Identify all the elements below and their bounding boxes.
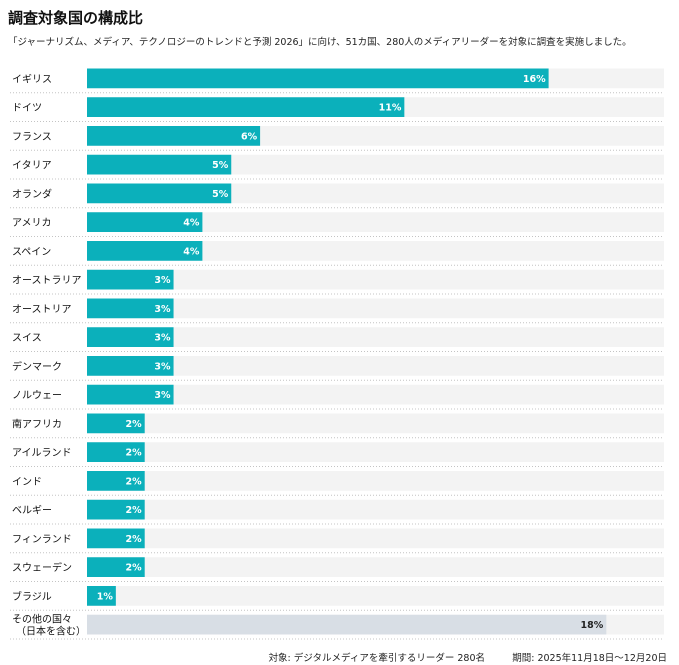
bar xyxy=(87,212,203,232)
bar xyxy=(87,183,232,204)
bar xyxy=(87,154,232,175)
chart-title: 調査対象国の構成比 xyxy=(8,9,144,27)
value-label: 3% xyxy=(154,304,171,315)
value-label: 5% xyxy=(212,160,229,171)
value-label: 1% xyxy=(97,591,114,602)
value-label: 2% xyxy=(126,476,143,487)
bar-track xyxy=(87,442,664,462)
bar xyxy=(87,586,116,606)
category-label: フランス xyxy=(12,131,52,143)
value-label: 11% xyxy=(379,103,402,114)
bar xyxy=(87,614,607,635)
category-label: ノルウェー xyxy=(12,390,62,402)
value-label: 2% xyxy=(126,563,143,574)
bar xyxy=(87,499,145,520)
bar xyxy=(87,528,145,549)
bar-track xyxy=(87,528,664,549)
category-label: スイス xyxy=(12,333,42,344)
category-label: オーストラリア xyxy=(12,275,82,287)
bar-track xyxy=(87,212,664,232)
category-label: ドイツ xyxy=(12,103,42,114)
category-label: イギリス xyxy=(12,73,52,85)
bar-track xyxy=(87,471,664,491)
value-label: 2% xyxy=(126,419,143,430)
bar-track xyxy=(87,327,664,347)
category-label: オーストリア xyxy=(12,303,72,315)
category-label: ベルギー xyxy=(12,505,52,517)
category-label: スウェーデン xyxy=(12,561,72,574)
category-label: アメリカ xyxy=(12,217,52,229)
category-label: オランダ xyxy=(12,187,52,200)
category-label: デンマーク xyxy=(12,360,62,373)
bar-track xyxy=(87,384,664,405)
category-label: 南アフリカ xyxy=(12,417,62,430)
survey-target-note: 対象: デジタルメディアを牽引するリーダー 280名 xyxy=(268,653,485,664)
bar xyxy=(87,241,203,261)
value-label: 2% xyxy=(126,505,143,516)
bar xyxy=(87,557,145,577)
bar-track xyxy=(87,269,664,290)
bar-track xyxy=(87,499,664,520)
bar-track xyxy=(87,298,664,319)
category-label: インド xyxy=(12,477,42,488)
bar-track xyxy=(87,356,664,376)
value-label: 16% xyxy=(523,74,546,85)
bar xyxy=(87,442,145,462)
value-label: 5% xyxy=(212,189,229,200)
category-label: ブラジル xyxy=(12,590,52,603)
value-label: 3% xyxy=(154,361,171,372)
value-label: 6% xyxy=(241,131,258,142)
bar xyxy=(87,298,174,319)
bar-track xyxy=(87,413,664,434)
bar xyxy=(87,413,145,434)
category-label: フィンランド xyxy=(12,533,72,545)
chart-subtitle: 「ジャーナリズム、メディア、テクノロジーのトレンドと予測 2026」に向け、51… xyxy=(8,37,632,48)
bar xyxy=(87,356,174,376)
bar-track xyxy=(87,586,664,606)
value-label: 4% xyxy=(183,218,200,229)
category-label: スペイン xyxy=(12,247,51,258)
category-label: アイルランド xyxy=(12,447,72,459)
bar xyxy=(87,269,174,290)
value-label: 3% xyxy=(154,333,171,344)
bar xyxy=(87,97,405,117)
value-label: 3% xyxy=(154,390,171,401)
bar xyxy=(87,68,549,89)
category-label: その他の国々（日本を含む） xyxy=(12,613,86,638)
value-label: 2% xyxy=(126,448,143,459)
bar xyxy=(87,327,174,347)
value-label: 18% xyxy=(581,620,604,631)
bar xyxy=(87,126,261,146)
value-label: 3% xyxy=(154,275,171,286)
value-label: 4% xyxy=(183,246,200,257)
bar-track xyxy=(87,557,664,577)
bar-track xyxy=(87,241,664,261)
bar xyxy=(87,471,145,491)
bar xyxy=(87,384,174,405)
category-label: イタリア xyxy=(12,160,52,172)
value-label: 2% xyxy=(126,534,143,545)
survey-period-note: 期間: 2025年11月18日〜12月20日 xyxy=(512,653,667,664)
